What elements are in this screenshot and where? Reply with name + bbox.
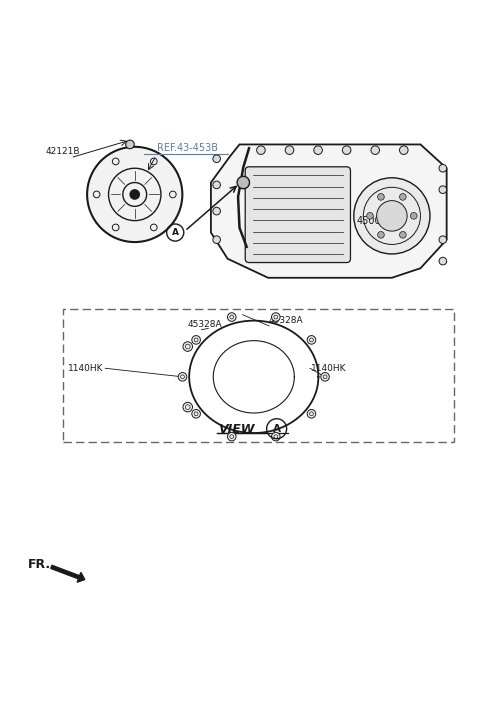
Circle shape [377, 193, 384, 200]
Text: 45328A: 45328A [187, 320, 222, 329]
Circle shape [125, 140, 134, 149]
Bar [63, 309, 454, 442]
Circle shape [178, 372, 187, 381]
Circle shape [342, 146, 351, 154]
FancyArrow shape [51, 566, 85, 582]
Circle shape [192, 336, 200, 344]
Text: A: A [171, 228, 179, 237]
Circle shape [439, 257, 446, 265]
Circle shape [272, 313, 280, 321]
Circle shape [439, 236, 446, 244]
Circle shape [213, 155, 220, 163]
Text: VIEW: VIEW [218, 422, 254, 435]
Text: A: A [273, 424, 281, 434]
Circle shape [213, 181, 220, 189]
Circle shape [183, 402, 193, 412]
Circle shape [285, 146, 294, 154]
Circle shape [192, 409, 200, 418]
Circle shape [439, 164, 446, 172]
Circle shape [399, 231, 406, 238]
Circle shape [321, 372, 330, 381]
Polygon shape [211, 145, 446, 278]
Text: REF.43-453B: REF.43-453B [157, 143, 217, 153]
Circle shape [314, 146, 322, 154]
Circle shape [307, 409, 316, 418]
Circle shape [371, 146, 379, 154]
Circle shape [228, 313, 236, 321]
Circle shape [213, 207, 220, 215]
Circle shape [399, 146, 408, 154]
Circle shape [272, 433, 280, 441]
Text: 1140HK: 1140HK [68, 364, 104, 373]
Circle shape [237, 177, 250, 189]
Circle shape [130, 190, 139, 199]
Circle shape [377, 231, 384, 238]
Circle shape [87, 147, 182, 242]
Circle shape [228, 433, 236, 441]
Circle shape [257, 146, 265, 154]
Text: 1140HK: 1140HK [311, 364, 346, 373]
Circle shape [354, 178, 430, 254]
Circle shape [411, 212, 417, 220]
Circle shape [307, 336, 316, 344]
Text: 42121B: 42121B [46, 148, 80, 156]
Circle shape [439, 186, 446, 193]
Circle shape [399, 193, 406, 200]
Circle shape [213, 236, 220, 244]
Circle shape [183, 342, 193, 351]
Text: 45328A: 45328A [268, 316, 303, 326]
Text: FR.: FR. [28, 558, 51, 571]
FancyBboxPatch shape [245, 166, 351, 262]
Circle shape [366, 212, 373, 220]
Text: 45000A: 45000A [356, 216, 394, 225]
Circle shape [376, 201, 407, 231]
